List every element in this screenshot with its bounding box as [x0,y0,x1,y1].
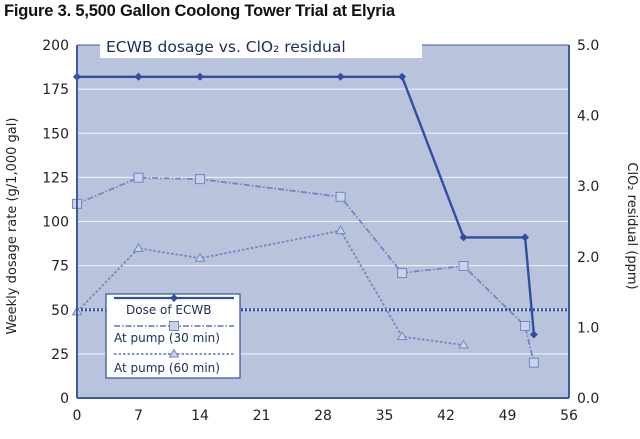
y-left-tick-label: 25 [51,347,69,363]
data-point-30min [528,357,539,368]
data-point-60min [194,252,206,262]
data-point-30min [335,191,346,202]
data-point-ecwb [196,72,204,81]
legend-box [105,293,241,379]
legend-marker-ecwb [170,294,178,302]
y-right-axis-label: ClO₂ residual (ppm) [624,162,639,289]
data-point-ecwb [529,330,538,339]
legend-label-60min: At pump (60 min) [114,361,220,375]
series-line-0 [77,75,536,335]
data-point-30min [520,320,531,331]
y-left-tick-label: 125 [42,170,69,186]
data-point-30min [458,260,469,271]
data-point-60min [458,339,469,349]
y-right-tick-label: 4.0 [577,109,599,125]
x-tick-label: 0 [73,408,82,424]
y-left-tick-label: 75 [51,259,69,275]
x-tick-label: 28 [314,408,332,424]
legend-marker-30min [169,321,179,331]
legend-marker-60min [168,348,180,358]
data-point-60min [335,225,346,235]
data-point-ecwb [134,72,143,81]
plot-title: ECWB dosage vs. ClO₂ residual [106,38,346,56]
y-right-tick-label: 1.0 [577,320,599,336]
y-left-axis-label: Weekly dosage rate (g/1,000 gal) [5,118,20,335]
y-left-tick-label: 50 [51,303,69,319]
data-point-60min [396,331,408,341]
y-left-tick-label: 0 [60,391,69,407]
legend-label-30min: At pump (30 min) [114,331,220,345]
data-point-ecwb [521,233,530,242]
y-left-tick-label: 175 [42,82,69,98]
legend: Dose of ECWB At pump (30 min) At pump (6… [105,293,241,379]
y-right-tick-label: 0.0 [577,391,599,407]
x-tick-label: 56 [560,408,578,424]
y-right-tick-label: 3.0 [577,179,599,195]
series-line-2 [76,229,464,346]
x-tick-label: 42 [437,408,455,424]
ticks-layer: 0 25 50 75 100 125 150 175 200 0.0 1.0 2.0 3.0 4.0 5.0… [42,38,599,424]
figure-title: Figure 3. 5,500 Gallon Coolong Tower Tri… [4,2,395,20]
legend-label-ecwb: Dose of ECWB [126,303,211,317]
data-point-ecwb [398,72,407,81]
y-right-tick-label: 5.0 [577,38,599,54]
series-line-1 [76,176,535,363]
data-point-30min [397,268,408,279]
data-point-30min [133,172,144,183]
x-tick-label: 7 [134,408,143,424]
y-right-tick-label: 2.0 [577,250,599,266]
data-point-30min [195,174,205,185]
y-left-tick-label: 200 [42,38,69,54]
x-tick-label: 49 [499,408,517,424]
plot-title-bg [100,34,422,58]
x-tick-label: 14 [191,408,209,424]
x-tick-label: 35 [376,408,394,424]
y-left-tick-label: 100 [42,215,69,231]
x-tick-label: 21 [253,408,271,424]
data-point-ecwb [459,233,468,242]
data-point-ecwb [336,72,345,81]
data-point-60min [133,242,144,252]
series-layer [71,72,539,368]
y-left-tick-label: 150 [42,126,69,142]
